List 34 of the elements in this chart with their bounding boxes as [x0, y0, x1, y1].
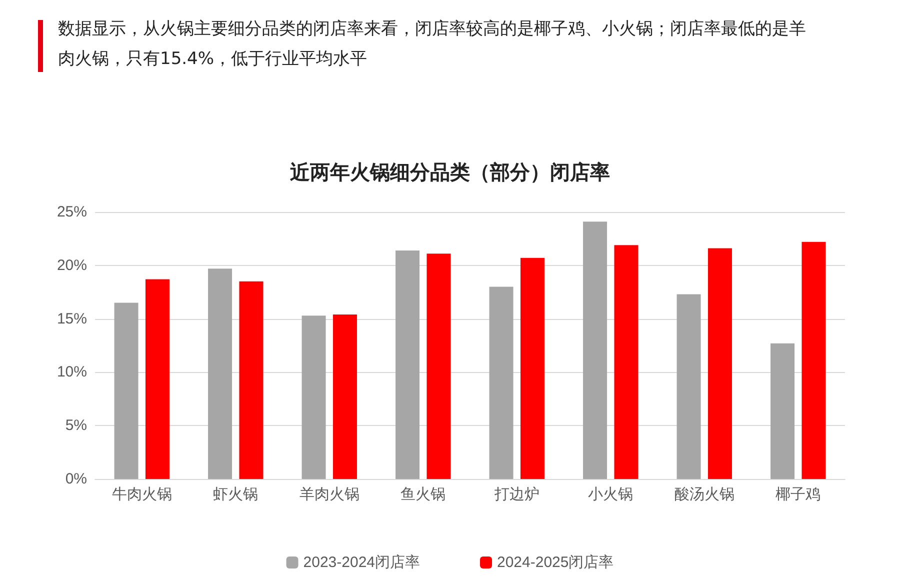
bar — [332, 314, 357, 479]
x-tick-label: 鱼火锅 — [400, 486, 446, 503]
x-tick-label: 羊肉火锅 — [299, 486, 360, 503]
x-tick-label: 打边炉 — [493, 486, 540, 503]
x-tick-label: 椰子鸡 — [776, 486, 821, 503]
bar — [676, 294, 701, 479]
bar — [489, 286, 514, 479]
y-tick-label: 20% — [56, 256, 87, 274]
bar — [520, 258, 544, 479]
y-tick-label: 0% — [65, 470, 87, 488]
y-tick-label: 10% — [56, 364, 87, 381]
y-tick-label: 5% — [65, 417, 87, 434]
legend-label: 2023-2024闭店率 — [303, 554, 420, 571]
legend-label: 2024-2025闭店率 — [497, 554, 614, 571]
bar — [208, 268, 232, 479]
x-tick-label: 牛肉火锅 — [112, 486, 172, 503]
chart-subtitle: 数据显示，从火锅主要细分品类的闭店率来看，闭店率较高的是椰子鸡、小火锅；闭店率最低的是羊肉火锅，只有15.4%，低于行业平均水平 — [58, 18, 807, 71]
chart-title: 近两年火锅细分品类（部分）闭店率 — [289, 161, 610, 184]
bar — [614, 245, 638, 479]
bar — [145, 279, 170, 479]
x-tick-label: 小火锅 — [588, 486, 634, 503]
y-tick-label: 15% — [56, 310, 87, 328]
bar — [396, 250, 420, 479]
bar — [770, 343, 795, 479]
x-tick-label: 虾火锅 — [213, 486, 258, 503]
bar — [802, 242, 826, 479]
y-tick-label: 25% — [56, 204, 87, 220]
bar — [583, 222, 608, 479]
bar — [426, 254, 451, 479]
bar — [114, 302, 138, 479]
bar — [302, 316, 326, 479]
bar — [239, 281, 264, 479]
x-tick-label: 酸汤火锅 — [674, 486, 734, 503]
bar — [708, 248, 732, 479]
